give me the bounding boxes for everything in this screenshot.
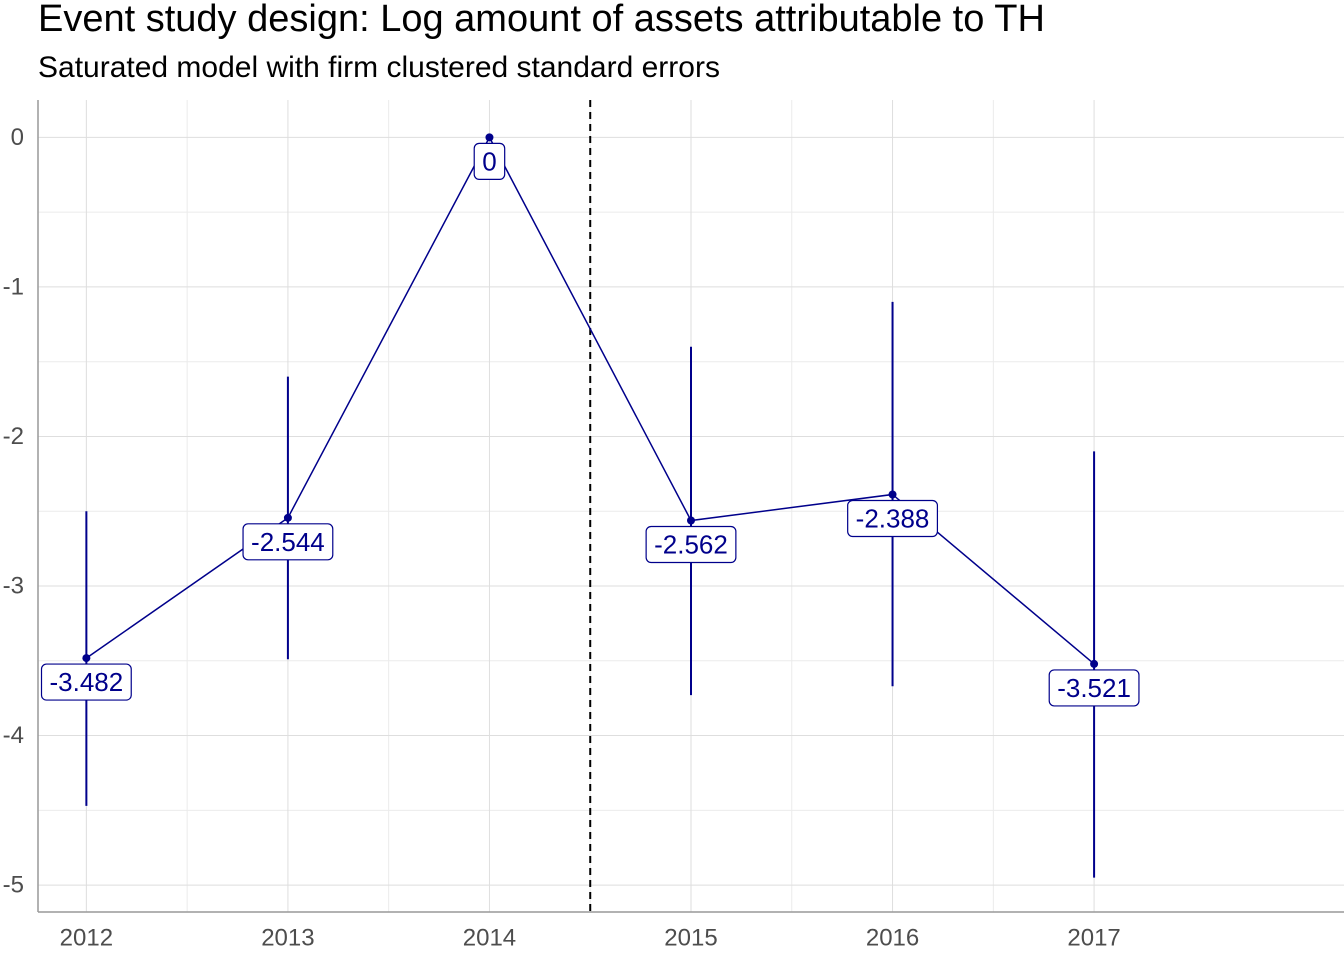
- data-label-text: -3.521: [1057, 673, 1131, 703]
- data-label: -2.388: [847, 499, 939, 538]
- x-tick-label: 2013: [261, 925, 314, 952]
- data-labels: -3.482 -2.544 0 -2.562 -2.388 -3.521: [40, 142, 1140, 707]
- data-label-text: -2.388: [856, 503, 930, 533]
- chart-title: Event study design: Log amount of assets…: [38, 0, 1045, 40]
- y-tick-label: -5: [3, 872, 24, 899]
- data-point: [283, 513, 292, 522]
- x-tick-label: 2012: [60, 925, 113, 952]
- data-label-box: [645, 525, 737, 564]
- data-point: [687, 516, 695, 525]
- data-label-box: [40, 663, 132, 701]
- data-label-box: [473, 142, 506, 180]
- data-point: [82, 654, 91, 663]
- data-label-text: -2.544: [251, 527, 325, 557]
- y-tick-label: -4: [3, 722, 24, 749]
- data-label: -3.521: [1048, 669, 1140, 707]
- data-label-text: -3.482: [50, 667, 124, 697]
- data-points: [82, 133, 1099, 668]
- x-tick-label: 2015: [664, 925, 717, 952]
- data-label-box: [847, 499, 939, 538]
- data-label: -3.482: [40, 663, 132, 701]
- chart-subtitle: Saturated model with firm clustered stan…: [38, 51, 720, 84]
- data-label-text: -2.562: [654, 530, 728, 560]
- data-label-text: 0: [482, 146, 496, 176]
- data-label-box: [1048, 669, 1140, 707]
- y-tick-label: 0: [11, 124, 24, 151]
- data-label: -2.562: [645, 525, 737, 564]
- y-tick-label: -1: [3, 273, 24, 300]
- tick-labels: 0 -1 -2 -3 -4 -5 2012 2013 2014 2015 2016 2017: [3, 124, 1121, 952]
- data-point: [485, 133, 494, 142]
- data-point: [1090, 659, 1099, 668]
- data-label: 0: [473, 142, 506, 180]
- axes: [37, 100, 1344, 913]
- data-label: -2.544: [242, 523, 334, 561]
- x-tick-label: 2017: [1067, 925, 1120, 952]
- data-point: [888, 490, 897, 499]
- data-label-box: [242, 523, 334, 561]
- x-tick-label: 2016: [866, 925, 919, 952]
- y-tick-label: -3: [3, 573, 24, 600]
- x-tick-label: 2014: [463, 925, 516, 952]
- y-tick-label: -2: [3, 423, 24, 450]
